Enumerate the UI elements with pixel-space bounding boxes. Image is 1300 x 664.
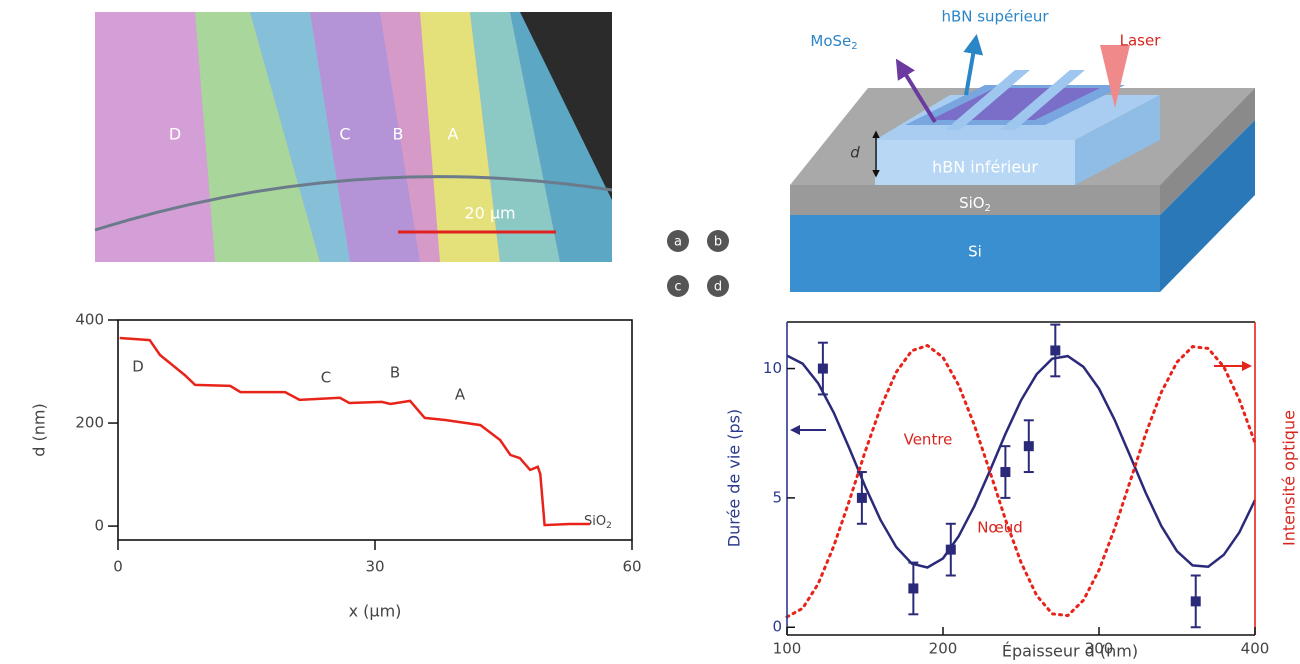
data-point bbox=[946, 545, 956, 555]
diagram: hBN supérieur MoSe2 Laser d hBN inférieu… bbox=[790, 8, 1255, 293]
y-tick-label: 200 bbox=[75, 414, 104, 432]
x-tick-label: 30 bbox=[365, 558, 384, 576]
annotation: Ventre bbox=[904, 431, 953, 449]
panel-label: b bbox=[714, 235, 722, 250]
diagram-label: hBN inférieur bbox=[932, 158, 1038, 177]
annotation: B bbox=[390, 364, 400, 382]
diagram-label: Si bbox=[968, 243, 982, 261]
photo: D C B A 20 µm bbox=[95, 12, 612, 262]
annotation: SiO2 bbox=[584, 514, 612, 531]
y-axis-label: Durée de vie (ps) bbox=[725, 409, 744, 547]
y-axis-label: d (nm) bbox=[30, 403, 49, 456]
label-sub: 2 bbox=[606, 521, 612, 531]
data-point bbox=[1050, 345, 1060, 355]
panel-labels: a b c d bbox=[667, 230, 729, 297]
chart-d-annotations: Ventre Nœud bbox=[792, 366, 1250, 537]
photo-label: D bbox=[169, 125, 181, 144]
label-sub: 2 bbox=[851, 41, 857, 52]
axis-frame bbox=[118, 320, 632, 540]
data-point bbox=[1191, 596, 1201, 606]
y-tick-label: 5 bbox=[772, 488, 782, 506]
data-line bbox=[120, 338, 590, 525]
data-point bbox=[908, 583, 918, 593]
y2-axis-label: Intensité optique bbox=[1280, 410, 1299, 546]
x-axis-label: Épaisseur d (nm) bbox=[1002, 642, 1138, 661]
diagram-label: Laser bbox=[1120, 32, 1162, 50]
chart-c-annotations: D C B A SiO2 bbox=[132, 358, 612, 531]
photo-label: A bbox=[448, 125, 459, 144]
y-tick-label: 400 bbox=[75, 311, 104, 329]
y-tick-label: 0 bbox=[94, 517, 104, 535]
panel-label: a bbox=[674, 235, 682, 250]
annotation: Nœud bbox=[977, 519, 1023, 537]
data-point bbox=[1024, 441, 1034, 451]
x-tick-label: 0 bbox=[113, 558, 123, 576]
diagram-label: hBN supérieur bbox=[941, 8, 1049, 26]
panel-label: d bbox=[714, 280, 722, 295]
x-tick-label: 200 bbox=[929, 640, 958, 658]
diagram-label: d bbox=[850, 144, 860, 162]
label-sub: 2 bbox=[985, 203, 991, 214]
label-text: SiO bbox=[959, 194, 985, 212]
photo-label: B bbox=[393, 125, 404, 144]
x-axis-label: x (µm) bbox=[349, 602, 402, 621]
photo-label: C bbox=[339, 125, 350, 144]
x-tick-label: 60 bbox=[622, 558, 641, 576]
diagram-label: MoSe2 bbox=[810, 32, 857, 53]
annotation: C bbox=[321, 369, 331, 387]
annotation: D bbox=[132, 358, 144, 376]
data-point bbox=[1000, 467, 1010, 477]
y-tick-label: 10 bbox=[763, 359, 782, 377]
x-tick-label: 100 bbox=[773, 640, 802, 658]
y-tick-label: 0 bbox=[772, 618, 782, 636]
label-text: SiO bbox=[584, 514, 606, 529]
data-line bbox=[787, 346, 1255, 617]
x-tick-label: 400 bbox=[1241, 640, 1270, 658]
data-point bbox=[818, 364, 828, 374]
label-text: MoSe bbox=[810, 32, 851, 50]
data-point bbox=[857, 493, 867, 503]
figure: D C B A 20 µm a b c d hBN supérieur MoSe… bbox=[0, 0, 1300, 664]
scale-bar-label: 20 µm bbox=[464, 204, 515, 223]
annotation: A bbox=[455, 386, 466, 404]
page: { "panel_labels": ["a", "b", "c", "d"], … bbox=[0, 0, 1300, 664]
panel-label: c bbox=[674, 280, 681, 295]
